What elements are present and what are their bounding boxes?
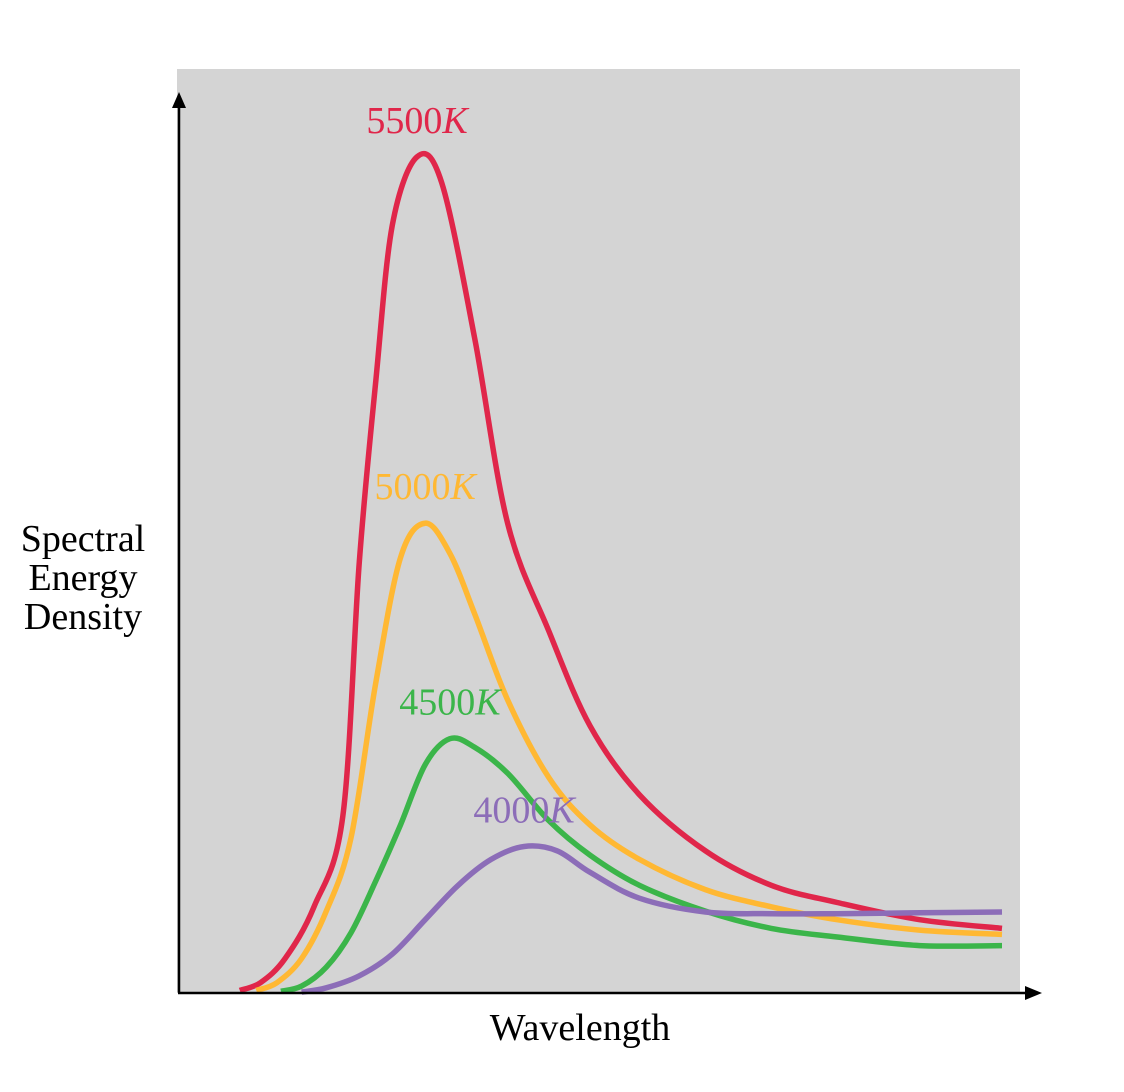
series-label-5000K: 5000K [375,466,478,508]
series-label-4500K: 4500K [399,682,502,724]
plot-background [177,69,1020,992]
series-line-4500K [280,735,1003,994]
axes [172,92,1042,1000]
series-label-unit: K [474,682,502,724]
y-axis-label: Spectral Energy Density [8,520,158,637]
series-line-5000K [255,520,1003,994]
series-line-4000K [301,843,1003,995]
series-label-unit: K [450,466,478,508]
series-layer [238,150,1003,995]
series-label-number: 4000 [473,790,549,832]
x-axis-arrow [1025,986,1042,1000]
series-label-number: 5500 [366,100,442,142]
series-label-unit: K [441,100,469,142]
x-axis-label: Wavelength [489,1007,671,1049]
series-label-number: 5000 [375,466,451,508]
y-axis-arrow [172,92,186,108]
series-label-number: 4500 [399,682,475,724]
y-axis-label-line-1: Spectral [20,518,146,560]
y-axis-label-line-3: Density [23,596,143,638]
series-label-4000K: 4000K [473,790,576,832]
series-line-5500K [238,150,1003,994]
series-label-5500K: 5500K [366,100,469,142]
y-axis-label-line-2: Energy [28,557,138,599]
series-label-unit: K [548,790,576,832]
